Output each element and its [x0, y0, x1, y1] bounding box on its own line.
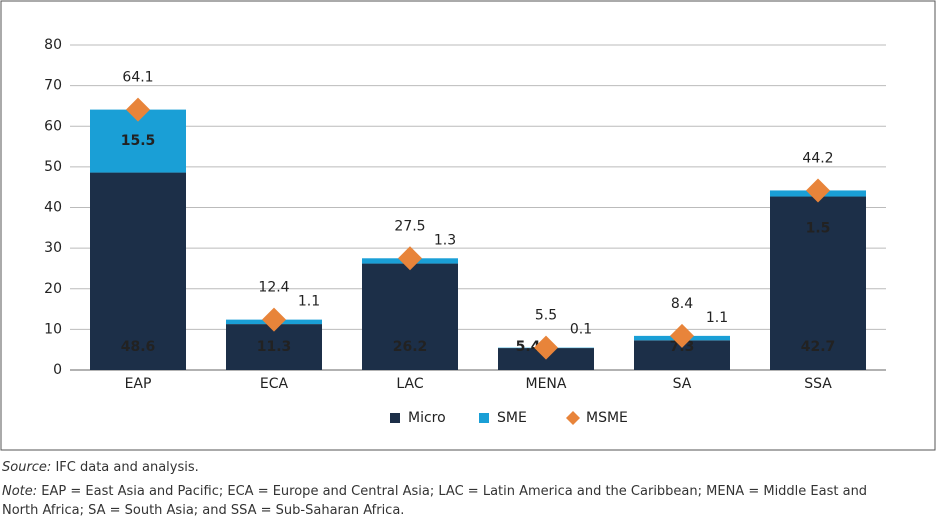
y-tick-label: 60	[44, 118, 62, 134]
sme-label: 1.1	[706, 310, 728, 326]
msme-label: 44.2	[802, 150, 833, 166]
msme-label: 5.5	[535, 308, 557, 324]
note: Note: EAP = East Asia and Pacific; ECA =…	[2, 482, 902, 520]
sme-label: 1.3	[434, 232, 456, 248]
msme-marker	[670, 323, 694, 348]
chart-frame	[0, 0, 936, 451]
y-tick-label: 0	[53, 362, 62, 378]
msme-marker	[262, 307, 286, 332]
note-label: Note:	[2, 484, 38, 499]
msme-marker	[126, 97, 150, 122]
msme-label: 8.4	[671, 296, 693, 312]
msme-marker	[806, 178, 830, 203]
sme-label: 15.5	[121, 133, 156, 149]
x-tick-label: ECA	[260, 376, 289, 392]
msme-marker	[534, 335, 558, 360]
micro-label: 26.2	[393, 339, 428, 355]
y-tick-label: 40	[44, 200, 62, 216]
bar-micro	[362, 263, 458, 370]
bar-micro	[226, 324, 322, 370]
sme-label: 1.5	[806, 221, 831, 237]
y-tick-label: 50	[44, 159, 62, 175]
x-tick-label: MENA	[526, 376, 567, 392]
y-tick-label: 20	[44, 281, 62, 297]
msme-label: 64.1	[122, 70, 153, 86]
legend-swatch	[390, 413, 400, 423]
legend-swatch	[479, 413, 489, 423]
x-tick-label: SSA	[804, 376, 832, 392]
y-tick-label: 80	[44, 37, 62, 53]
note-text: EAP = East Asia and Pacific; ECA = Europ…	[2, 484, 868, 518]
y-tick-label: 30	[44, 240, 62, 256]
msme-label: 27.5	[394, 218, 425, 234]
sme-label: 0.1	[570, 322, 592, 338]
x-tick-label: LAC	[396, 376, 423, 392]
bar-micro	[770, 196, 866, 370]
source-text: IFC data and analysis.	[55, 460, 199, 475]
legend-marker	[566, 411, 580, 425]
y-tick-label: 70	[44, 78, 62, 94]
source: Source: IFC data and analysis.	[2, 458, 902, 477]
micro-label: 42.7	[801, 339, 836, 355]
x-tick-label: SA	[673, 376, 692, 392]
micro-label: 5.4	[516, 339, 541, 355]
legend-label: Micro	[408, 410, 446, 426]
legend-label: SME	[497, 410, 527, 426]
x-tick-label: EAP	[125, 376, 152, 392]
bar-micro	[90, 172, 186, 370]
msme-label: 12.4	[258, 280, 289, 296]
micro-label: 11.3	[257, 339, 292, 355]
micro-label: 48.6	[121, 339, 156, 355]
sme-label: 1.1	[298, 294, 320, 310]
chart: 0 10 20 30 40 50 60 70 80 EAP 48.6 15.5 64.1 ECA 11.3 1…	[0, 0, 936, 451]
source-label: Source:	[2, 460, 52, 475]
msme-marker	[398, 246, 422, 271]
legend-label: MSME	[586, 410, 628, 426]
y-tick-label: 10	[44, 321, 62, 337]
